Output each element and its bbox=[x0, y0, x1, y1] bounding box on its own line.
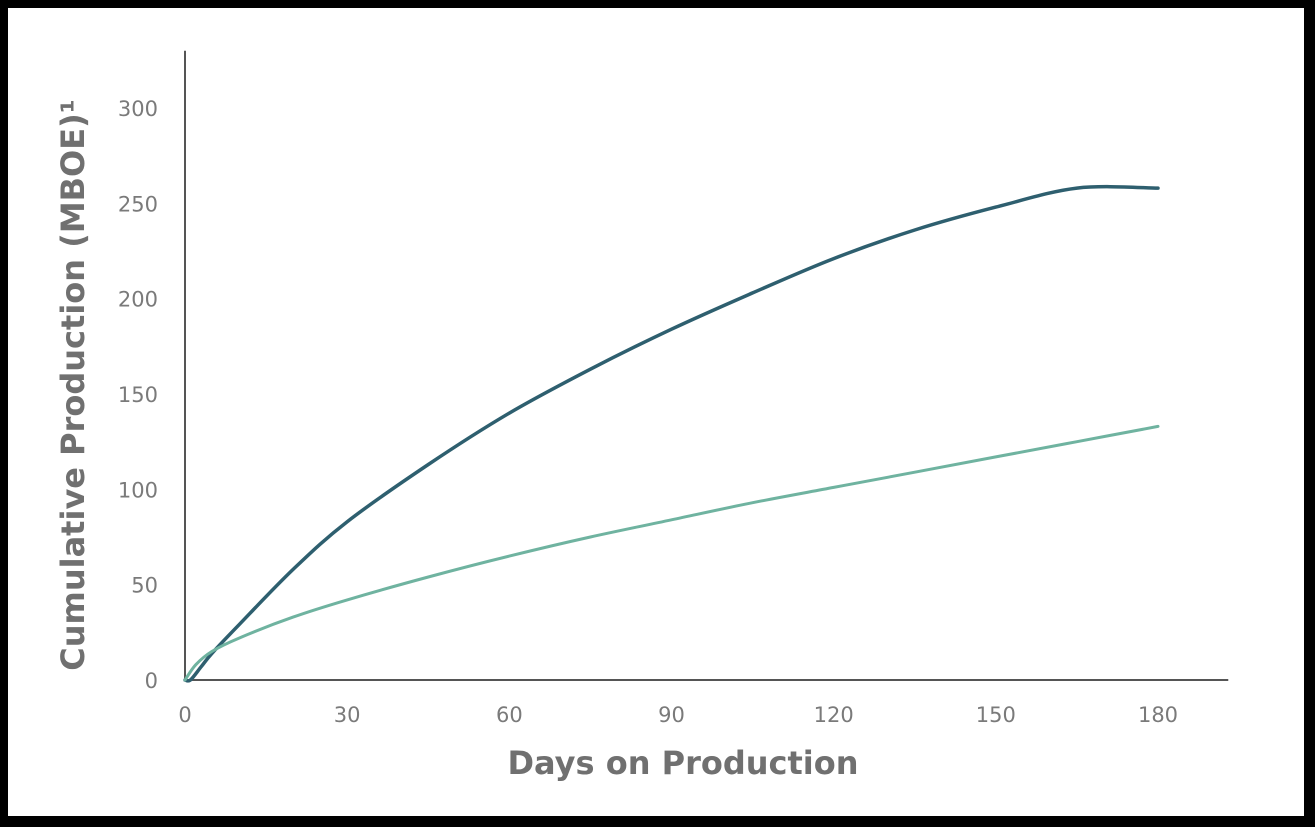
tick-labels: 0 30 60 90 120 150 180 0 50 100 150 200 250 300 bbox=[118, 97, 1178, 727]
x-tick-label: 120 bbox=[814, 703, 854, 727]
axes bbox=[184, 50, 1229, 681]
x-tick-label: 0 bbox=[178, 703, 191, 727]
y-tick-label: 100 bbox=[118, 478, 158, 502]
x-tick-label: 30 bbox=[334, 703, 361, 727]
y-tick-label: 250 bbox=[118, 192, 158, 216]
series-lines bbox=[183, 184, 1160, 683]
y-tick-label: 300 bbox=[118, 97, 158, 121]
x-tick-label: 150 bbox=[976, 703, 1016, 727]
x-tick-label: 60 bbox=[496, 703, 523, 727]
y-tick-label: 0 bbox=[145, 669, 158, 693]
y-tick-label: 200 bbox=[118, 288, 158, 312]
x-tick-label: 90 bbox=[658, 703, 685, 727]
y-axis-title: Cumulative Production (MBOE)¹ bbox=[54, 99, 92, 671]
series-line-1 bbox=[183, 184, 1160, 683]
y-tick-label: 50 bbox=[131, 574, 158, 598]
x-axis-title: Days on Production bbox=[507, 744, 858, 782]
series-line-2 bbox=[183, 424, 1160, 682]
x-tick-label: 180 bbox=[1138, 703, 1178, 727]
y-tick-label: 150 bbox=[118, 383, 158, 407]
chart-container: 0 30 60 90 120 150 180 0 50 100 150 200 250 300 Days … bbox=[8, 8, 1304, 816]
